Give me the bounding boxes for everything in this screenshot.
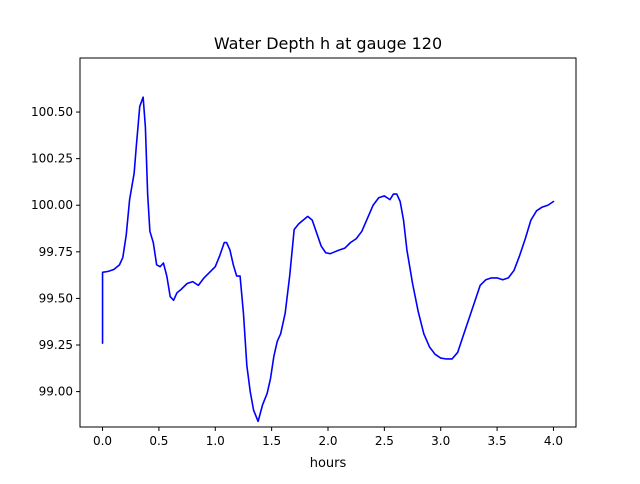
x-axis: 0.0 0.5 1.0 1.5 2.0 2.5 3.0 3.5 4.0 (93, 427, 563, 448)
y-tick-label: 99.25 (39, 338, 73, 352)
x-tick-label: 2.5 (375, 434, 394, 448)
y-tick-label: 99.00 (39, 385, 73, 399)
y-axis: 99.00 99.25 99.50 99.75 100.00 100.25 100.50 (31, 105, 80, 399)
axes-frame (79, 57, 577, 428)
y-tick-label: 100.00 (31, 198, 73, 212)
y-tick-label: 100.50 (31, 105, 73, 119)
x-tick-label: 3.0 (431, 434, 450, 448)
x-tick-label: 4.0 (544, 434, 563, 448)
series-line-0 (101, 96, 555, 423)
x-tick-label: 2.0 (318, 434, 337, 448)
y-tick-label: 99.50 (39, 291, 73, 305)
x-axis-label: hours (310, 456, 347, 471)
x-tick-label: 1.0 (206, 434, 225, 448)
y-tick-label: 100.25 (31, 152, 73, 166)
y-tick-label: 99.75 (39, 245, 73, 259)
x-tick-label: 1.5 (262, 434, 281, 448)
chart-title: Water Depth h at gauge 120 (214, 34, 442, 53)
x-tick-label: 0.0 (93, 434, 112, 448)
x-tick-label: 0.5 (149, 434, 168, 448)
x-tick-label: 3.5 (488, 434, 507, 448)
plot-area (101, 96, 555, 423)
